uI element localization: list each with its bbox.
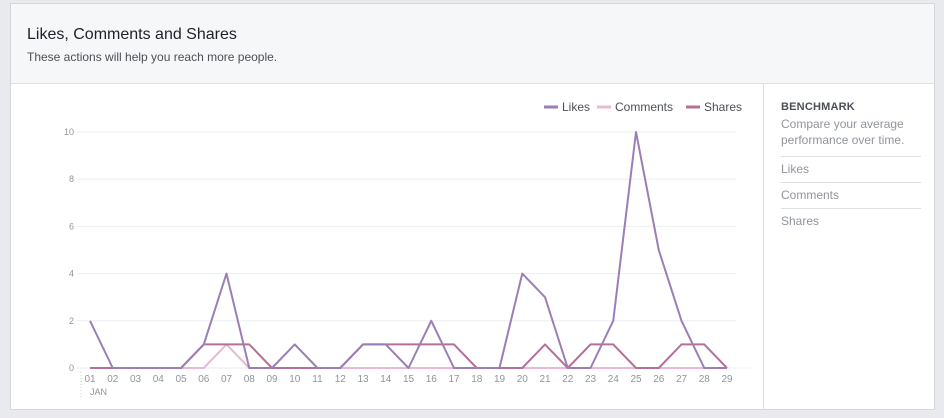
x-tick-label: 12: [335, 374, 347, 385]
chart-area: 0 2 4 6 8 10 01 02 03 04 05 06 07 08 09 10 11 12 13 14 15 16…: [11, 84, 763, 410]
benchmark-heading: BENCHMARK: [781, 101, 855, 113]
x-tick-label: 24: [608, 374, 620, 385]
x-tick-label: 26: [653, 374, 665, 385]
card-subtitle: These actions will help you reach more p…: [27, 50, 278, 64]
series-line-likes: [89, 131, 727, 369]
y-tick-label: 4: [69, 269, 74, 279]
legend-label-likes: Likes: [562, 100, 590, 114]
x-tick-label: 10: [289, 374, 301, 385]
benchmark-item-comments[interactable]: Comments: [781, 182, 921, 208]
x-month-label: JAN: [90, 387, 107, 397]
benchmark-list: Likes Comments Shares: [781, 156, 921, 234]
x-tick-label: 11: [312, 374, 323, 385]
benchmark-item-likes[interactable]: Likes: [781, 156, 921, 182]
benchmark-item-shares[interactable]: Shares: [781, 208, 921, 234]
x-tick-label: 27: [676, 374, 688, 385]
x-tick-label: 09: [266, 374, 278, 385]
legend-label-shares: Shares: [704, 100, 742, 114]
legend-label-comments: Comments: [615, 100, 673, 114]
x-tick-label: 07: [221, 374, 233, 385]
x-tick-label: 25: [630, 374, 642, 385]
x-tick-label: 04: [153, 374, 165, 385]
x-tick-label: 19: [494, 374, 506, 385]
benchmark-panel: BENCHMARK Compare your average performan…: [763, 84, 934, 410]
x-tick-label: 06: [198, 374, 210, 385]
card-title: Likes, Comments and Shares: [27, 26, 237, 43]
y-tick-label: 0: [69, 363, 74, 373]
x-tick-label: 15: [403, 374, 415, 385]
x-tick-label: 17: [448, 374, 460, 385]
x-tick-label: 14: [380, 374, 392, 385]
x-tick-label: 02: [107, 374, 119, 385]
x-tick-label: 08: [244, 374, 256, 385]
card-header: Likes, Comments and Shares These actions…: [11, 4, 934, 84]
y-tick-label: 6: [69, 221, 74, 231]
y-tick-label: 2: [69, 316, 74, 326]
y-tick-label: 10: [64, 127, 74, 137]
x-tick-label: 16: [426, 374, 438, 385]
benchmark-description: Compare your average performance over ti…: [781, 117, 905, 147]
y-tick-label: 8: [69, 174, 74, 184]
x-tick-label: 21: [539, 374, 551, 385]
x-tick-label: 20: [517, 374, 529, 385]
likes-comments-shares-card: Likes, Comments and Shares These actions…: [10, 3, 935, 410]
x-tick-label: 29: [721, 374, 733, 385]
x-tick-label: 03: [130, 374, 142, 385]
x-tick-label: 28: [699, 374, 711, 385]
x-tick-label: 18: [471, 374, 483, 385]
x-tick-label: 05: [175, 374, 187, 385]
x-tick-label: 13: [357, 374, 369, 385]
x-tick-label: 01: [84, 374, 96, 385]
x-tick-label: 23: [585, 374, 597, 385]
x-tick-label: 22: [562, 374, 574, 385]
